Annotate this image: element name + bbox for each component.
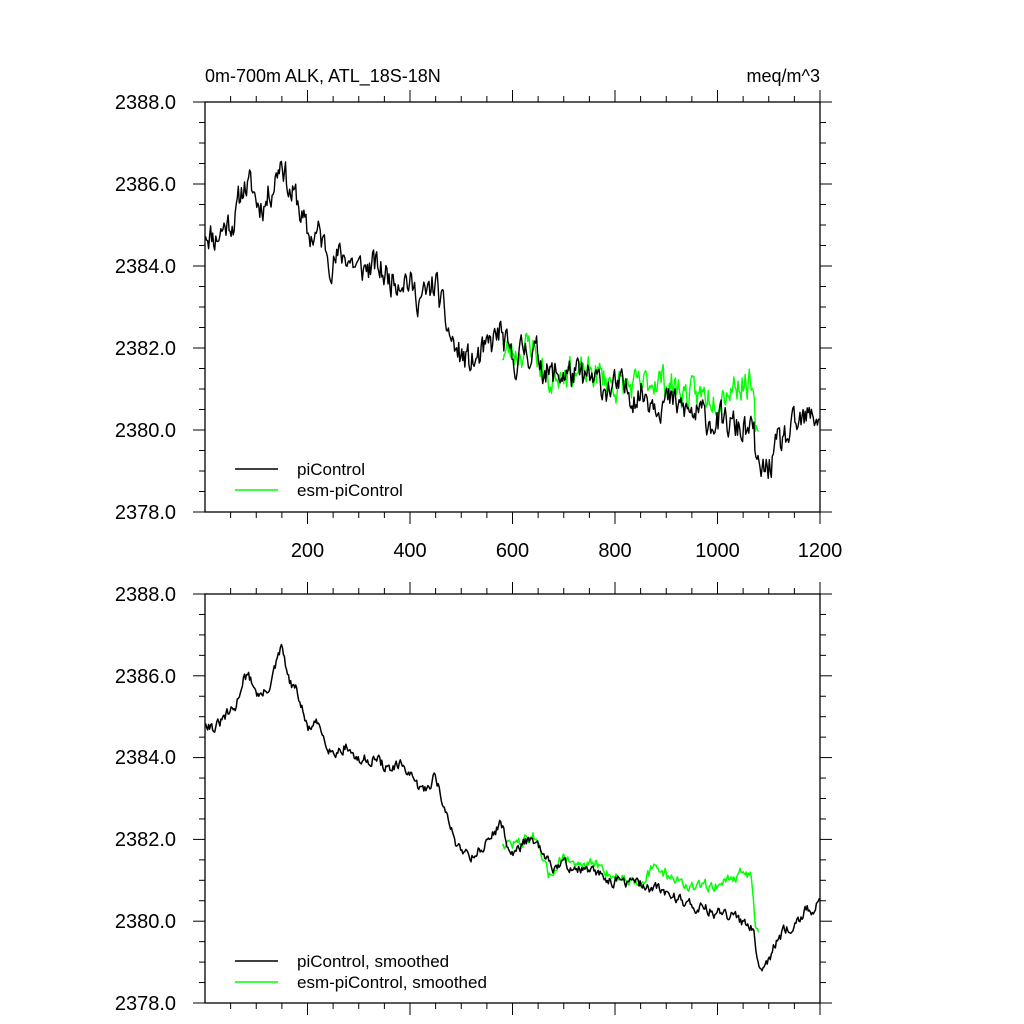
legend-label-piControl: piControl: [297, 460, 365, 479]
y-tick-label: 2380.0: [115, 911, 176, 933]
x-tick-label: 1000: [695, 540, 740, 562]
y-tick-label: 2384.0: [115, 747, 176, 769]
y-tick-label: 2380.0: [115, 420, 176, 442]
top-ticks: [193, 90, 832, 524]
legend-label-esm-piControl: esm-piControl: [297, 481, 403, 500]
x-tick-label: 800: [598, 540, 631, 562]
series-line-piControl-smoothed: [204, 643, 821, 972]
series-line-esm-piControl-smoothed: [501, 832, 760, 933]
top-legend: piControl esm-piControl: [235, 460, 403, 500]
bottom-ticks: [193, 582, 832, 1015]
y-tick-label: 2386.0: [115, 666, 176, 688]
x-tick-label: 1200: [798, 540, 843, 562]
legend-label-piControl-smoothed: piControl, smoothed: [297, 952, 449, 971]
top-frame: [204, 101, 821, 513]
legend-label-esm-piControl-smoothed: esm-piControl, smoothed: [297, 973, 487, 992]
y-tick-label: 2378.0: [115, 993, 176, 1015]
top-series-layer: [204, 160, 820, 479]
top-x-tick-labels: 200 400 600 800 1000 1200: [291, 540, 842, 562]
y-tick-label: 2388.0: [115, 92, 176, 114]
bottom-legend: piControl, smoothed esm-piControl, smoot…: [235, 952, 487, 992]
top-panel: 0m-700m ALK, ATL_18S-18N meq/m^3 2388.0 …: [115, 66, 842, 562]
bottom-y-tick-labels: 2388.0 2386.0 2384.0 2382.0 2380.0 2378.…: [115, 584, 176, 1015]
y-tick-label: 2386.0: [115, 174, 176, 196]
bottom-series-layer: [204, 643, 821, 972]
y-tick-label: 2378.0: [115, 502, 176, 524]
x-tick-label: 200: [291, 540, 324, 562]
bottom-panel: 2388.0 2386.0 2384.0 2382.0 2380.0 2378.…: [115, 582, 832, 1015]
y-tick-label: 2382.0: [115, 338, 176, 360]
y-tick-label: 2384.0: [115, 256, 176, 278]
x-tick-label: 600: [496, 540, 529, 562]
bottom-frame: [204, 593, 821, 1004]
series-line-piControl: [204, 160, 820, 479]
series-line-esm-piControl: [501, 333, 760, 432]
x-tick-label: 400: [393, 540, 426, 562]
top-units: meq/m^3: [747, 66, 820, 86]
y-tick-label: 2388.0: [115, 584, 176, 606]
top-y-tick-labels: 2388.0 2386.0 2384.0 2382.0 2380.0 2378.…: [115, 92, 176, 524]
y-tick-label: 2382.0: [115, 829, 176, 851]
top-title: 0m-700m ALK, ATL_18S-18N: [205, 66, 441, 87]
